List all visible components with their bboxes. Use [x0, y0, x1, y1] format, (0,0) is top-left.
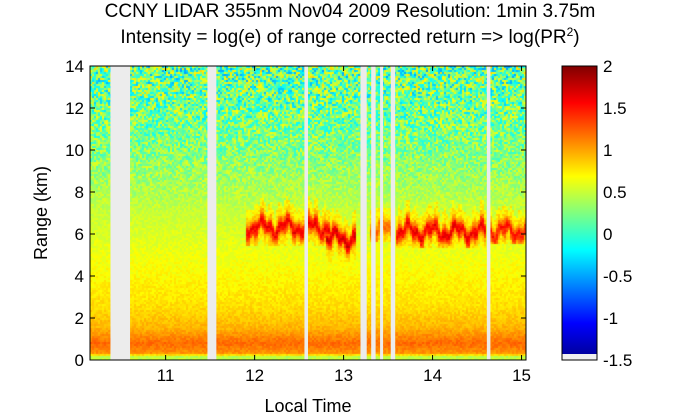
chart-subtitle: Intensity = log(e) of range corrected re…: [120, 25, 580, 48]
y-tick-label: 0: [75, 351, 84, 370]
colorbar-bottom-swatch: [562, 354, 597, 360]
x-tick-label: 12: [245, 366, 264, 385]
colorbar-tick-label: -0.5: [603, 267, 632, 286]
x-tick-label: 11: [157, 366, 175, 385]
y-axis-label: Range (km): [31, 166, 51, 260]
y-tick-label: 6: [75, 225, 84, 244]
data-gap: [390, 66, 396, 360]
x-tick-label: 15: [512, 366, 531, 385]
colorbar-tick-label: 2: [603, 57, 612, 76]
colorbar-frame: [561, 65, 598, 361]
data-gap: [360, 66, 367, 360]
x-tick-label: 14: [423, 366, 442, 385]
data-gap: [110, 66, 131, 360]
data-gap: [380, 66, 384, 360]
colorbar-tick-label: -1.5: [603, 351, 632, 370]
y-tick-label: 12: [65, 99, 84, 118]
colorbar-tick-label: 0.5: [603, 183, 627, 202]
colorbar: [562, 66, 597, 360]
y-tick-label: 10: [65, 141, 84, 160]
colorbar-tick-label: -1: [603, 309, 618, 328]
plot-frame: [89, 65, 527, 361]
y-tick-label: 8: [75, 183, 84, 202]
colorbar-tick-label: 1: [603, 141, 612, 160]
data-gap: [371, 66, 376, 360]
colorbar-tick-label: 0: [603, 225, 612, 244]
x-axis-label: Local Time: [264, 396, 351, 416]
chart-title: CCNY LIDAR 355nm Nov04 2009 Resolution: …: [104, 1, 596, 22]
y-tick-label: 14: [65, 57, 84, 76]
data-gap: [207, 66, 217, 360]
colorbar-tick-label: 1.5: [603, 99, 627, 118]
x-tick-label: 13: [334, 366, 353, 385]
data-gap: [486, 66, 491, 360]
y-tick-label: 4: [75, 267, 84, 286]
y-tick-label: 2: [75, 309, 84, 328]
data-gap: [304, 66, 308, 360]
